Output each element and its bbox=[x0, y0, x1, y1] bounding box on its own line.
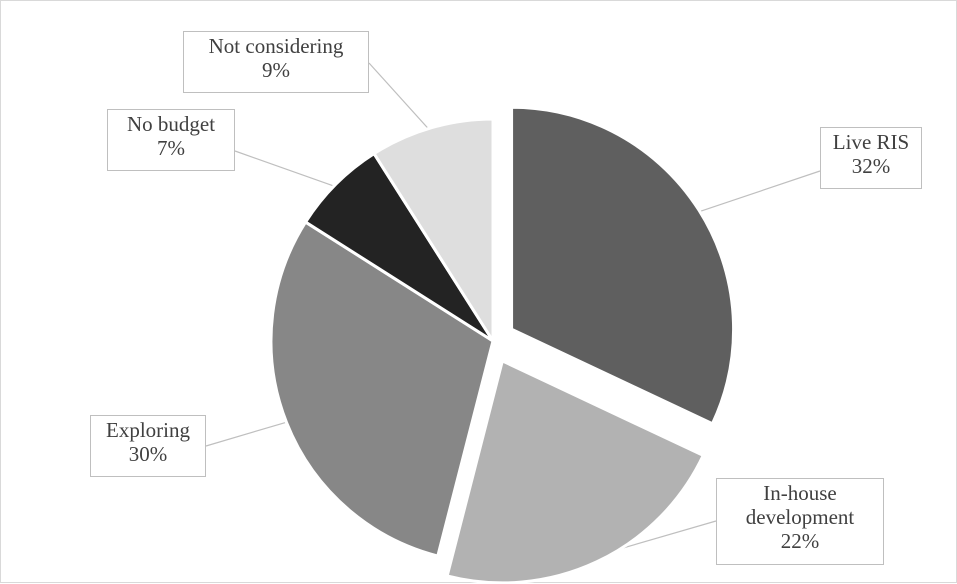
callout-not-considering: Not considering 9% bbox=[183, 31, 369, 93]
leader-line-no-budget bbox=[234, 150, 341, 189]
value-in-house-development: 22% bbox=[780, 529, 820, 553]
leader-line-not-considering bbox=[368, 62, 434, 134]
value-live-ris: 32% bbox=[851, 154, 891, 178]
callout-no-budget: No budget 7% bbox=[107, 109, 235, 171]
label-exploring: Exploring bbox=[106, 418, 190, 442]
callout-in-house-development: In-house development 22% bbox=[716, 478, 884, 565]
leader-line-live-ris bbox=[693, 170, 821, 215]
label-live-ris: Live RIS bbox=[832, 130, 910, 154]
pie-slice-exploring bbox=[269, 220, 495, 558]
callout-exploring: Exploring 30% bbox=[90, 415, 206, 477]
label-in-house-line2: development bbox=[745, 505, 855, 529]
pie-slices bbox=[269, 105, 736, 584]
leader-line-exploring bbox=[205, 419, 293, 447]
pie-slice-not-considering bbox=[372, 117, 495, 343]
label-in-house-line1: In-house bbox=[763, 481, 837, 505]
pie-slice-in-house-development bbox=[445, 359, 705, 584]
callout-live-ris: Live RIS 32% bbox=[820, 127, 922, 189]
value-not-considering: 9% bbox=[262, 58, 290, 82]
label-not-considering: Not considering bbox=[208, 34, 344, 58]
value-exploring: 30% bbox=[128, 442, 168, 466]
label-no-budget: No budget bbox=[126, 112, 216, 136]
value-no-budget: 7% bbox=[157, 136, 185, 160]
pie-slice-live-ris bbox=[510, 105, 736, 426]
